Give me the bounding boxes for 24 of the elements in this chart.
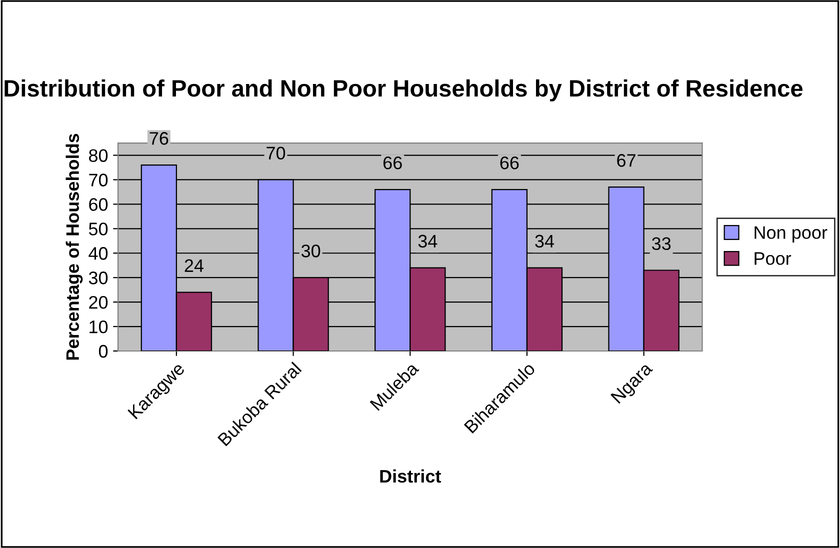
legend-label: Non poor xyxy=(754,226,828,242)
data-label: 30 xyxy=(301,244,320,258)
y-axis-title: Percentage of Households xyxy=(66,134,83,360)
data-label: 66 xyxy=(383,156,402,170)
y-tick-label: 80 xyxy=(89,149,108,162)
data-label: 70 xyxy=(266,146,286,160)
y-tick-label: 70 xyxy=(89,174,108,186)
y-tick-label: 40 xyxy=(88,247,108,260)
y-tick-label: 20 xyxy=(89,296,108,309)
y-tick-label: 50 xyxy=(88,222,108,236)
y-tick-label: 0 xyxy=(98,344,108,358)
y-tick-label: 60 xyxy=(89,198,108,211)
data-label: 33 xyxy=(652,237,671,250)
data-label: 24 xyxy=(184,259,204,272)
data-label: 66 xyxy=(500,156,519,170)
x-axis-title: District xyxy=(380,469,442,483)
y-tick-label: 30 xyxy=(88,272,108,284)
legend-label: Poor xyxy=(754,252,792,265)
chart-title: Distribution of Poor and Non Poor Households by District of Residence xyxy=(4,79,803,102)
data-label: 34 xyxy=(418,234,438,248)
data-label: 34 xyxy=(535,234,554,248)
data-label: 76 xyxy=(150,132,168,145)
data-label: 67 xyxy=(617,154,636,167)
y-tick-label: 10 xyxy=(90,320,108,334)
